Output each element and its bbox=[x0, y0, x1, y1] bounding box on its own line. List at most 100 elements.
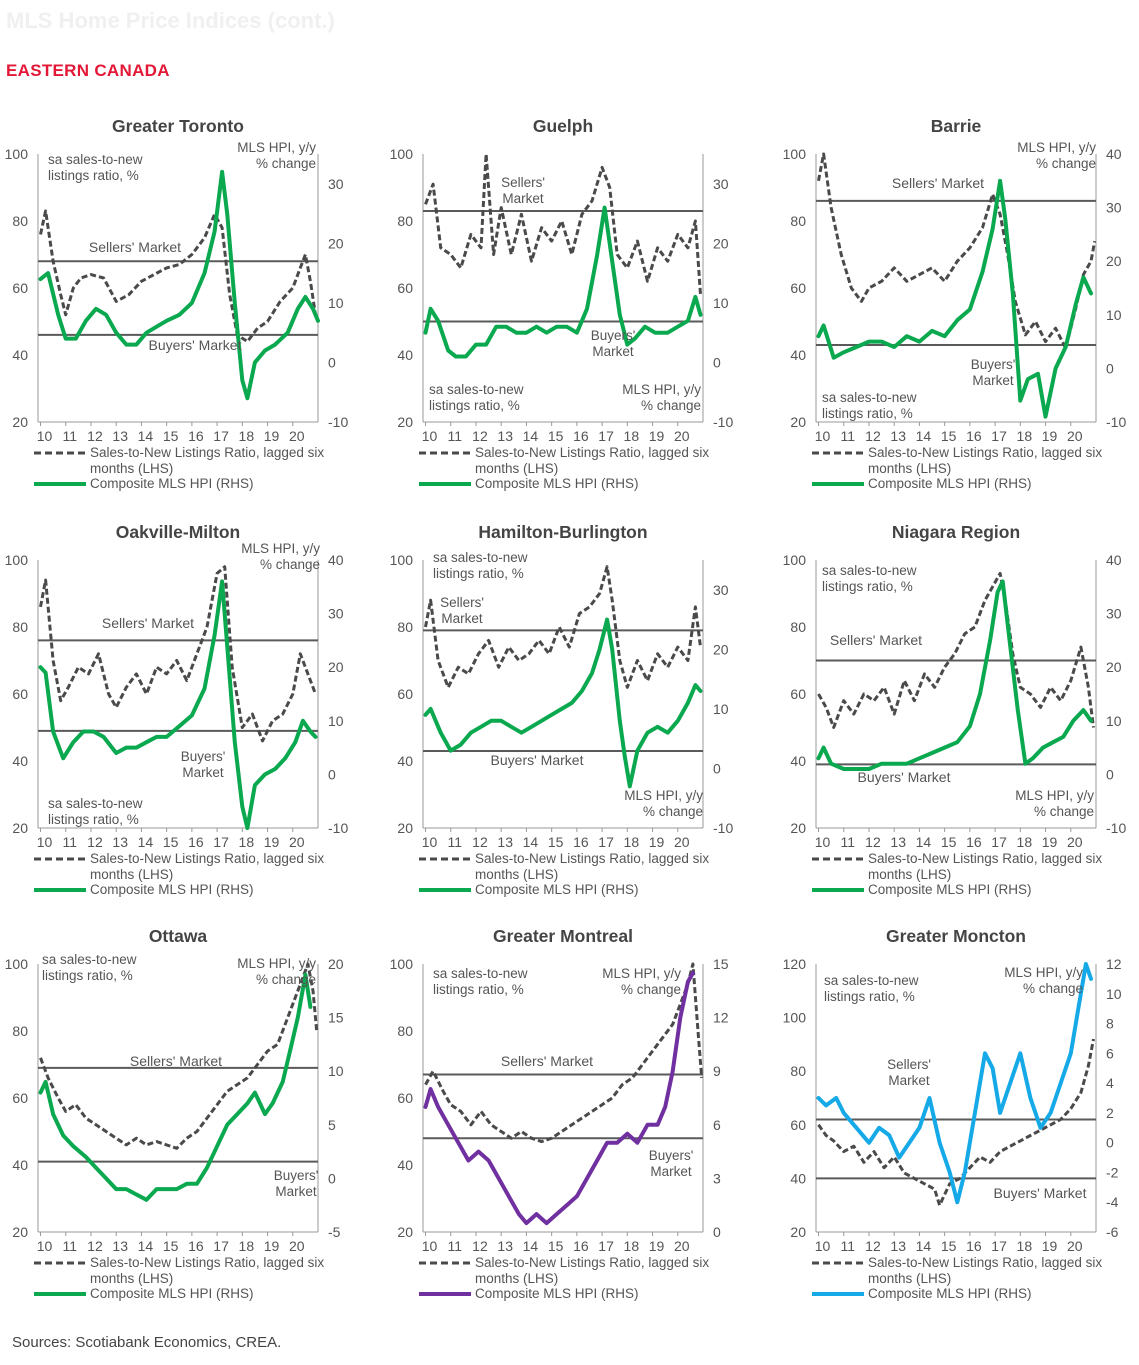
y-right-tick-label: 20 bbox=[328, 235, 344, 251]
y-left-tick-label: 20 bbox=[790, 820, 806, 836]
x-tick-label: 14 bbox=[916, 428, 932, 444]
x-tick-label: 10 bbox=[422, 1238, 438, 1254]
y-left-tick-label: 80 bbox=[397, 213, 413, 229]
chart-barrie: Barrie 20 40 60 80 100 -10 0 10 20 30 40 10 11 12 13 14 1… bbox=[783, 116, 1127, 491]
y-right-tick-label: 0 bbox=[1106, 1135, 1114, 1151]
lhs-axis-label: sa sales-to-new listings ratio, % bbox=[824, 973, 919, 1004]
x-tick-label: 11 bbox=[447, 428, 462, 444]
x-tick-label: 14 bbox=[916, 834, 932, 850]
buyers-market-label: Buyers' Market bbox=[149, 337, 242, 353]
x-tick-label: 10 bbox=[422, 834, 438, 850]
x-tick-label: 13 bbox=[890, 428, 906, 444]
y-left-tick-label: 60 bbox=[397, 1090, 413, 1106]
y-left-tick-label: 20 bbox=[790, 1224, 806, 1240]
x-tick-label: 19 bbox=[649, 834, 665, 850]
legend-label-lhs: Sales-to-New Listings Ratio, lagged six m… bbox=[868, 1255, 1102, 1286]
x-tick-label: 11 bbox=[447, 1238, 462, 1254]
y-right-tick-label: 10 bbox=[713, 295, 729, 311]
y-right-tick-label: -10 bbox=[328, 820, 348, 836]
y-right-tick-label: 10 bbox=[328, 713, 344, 729]
page-header: MLS Home Price Indices (cont.) bbox=[6, 8, 335, 33]
legend-label-lhs: Sales-to-New Listings Ratio, lagged six m… bbox=[868, 851, 1102, 882]
series-line-sales-to-new-listings bbox=[424, 565, 702, 689]
series-line-sales-to-new-listings bbox=[817, 1038, 1095, 1207]
buyers-market-label: Buyers' Market bbox=[274, 1168, 319, 1199]
y-left-tick-label: 20 bbox=[397, 1224, 413, 1240]
y-left-tick-label: 20 bbox=[12, 1224, 28, 1240]
x-tick-label: 19 bbox=[264, 834, 280, 850]
x-tick-label: 17 bbox=[598, 1238, 614, 1254]
y-right-tick-label: 2 bbox=[1106, 1105, 1114, 1121]
y-left-tick-label: 60 bbox=[790, 280, 806, 296]
series-line-sales-to-new-listings bbox=[424, 152, 702, 295]
rhs-axis-label: MLS HPI, y/y% change bbox=[1004, 965, 1083, 996]
y-left-tick-label: 40 bbox=[397, 753, 413, 769]
rhs-axis-label: MLS HPI, y/y% change bbox=[622, 382, 701, 413]
y-left-tick-label: 40 bbox=[790, 1170, 806, 1186]
sellers-market-label: Sellers' Market bbox=[102, 615, 194, 631]
y-left-tick-label: 100 bbox=[390, 552, 414, 568]
x-tick-label: 14 bbox=[138, 428, 154, 444]
y-right-tick-label: 10 bbox=[328, 295, 344, 311]
series-line-composite-hpi bbox=[38, 972, 313, 1202]
rhs-axis-label: MLS HPI, y/y% change bbox=[624, 788, 703, 819]
x-tick-label: 19 bbox=[1042, 428, 1058, 444]
buyers-market-label: Buyers' Market bbox=[994, 1185, 1087, 1201]
lhs-axis-label: sa sales-to-new listings ratio, % bbox=[822, 563, 917, 594]
x-tick-label: 16 bbox=[573, 428, 589, 444]
y-right-tick-label: 5 bbox=[328, 1117, 336, 1133]
rhs-axis-label: MLS HPI, y/y% change bbox=[241, 541, 320, 572]
y-right-tick-label: 0 bbox=[713, 1224, 721, 1240]
y-left-tick-label: 40 bbox=[397, 1157, 413, 1173]
y-right-tick-label: 20 bbox=[713, 641, 729, 657]
x-tick-label: 15 bbox=[163, 834, 179, 850]
x-tick-label: 15 bbox=[941, 428, 957, 444]
legend-label-lhs: Sales-to-New Listings Ratio, lagged six m… bbox=[90, 851, 324, 882]
source-note: Sources: Scotiabank Economics, CREA. bbox=[12, 1334, 282, 1351]
lhs-axis-label: sa sales-to-new listings ratio, % bbox=[433, 550, 528, 581]
buyers-market-label: Buyers' Market bbox=[858, 769, 951, 785]
y-right-tick-label: -10 bbox=[328, 414, 348, 430]
x-tick-label: 14 bbox=[523, 1238, 539, 1254]
y-left-tick-label: 80 bbox=[790, 619, 806, 635]
series-line-composite-hpi bbox=[816, 178, 1093, 419]
x-tick-label: 12 bbox=[865, 1238, 881, 1254]
x-tick-label: 15 bbox=[548, 428, 564, 444]
buyers-market-label: Buyers' Market bbox=[181, 749, 226, 780]
legend-label-lhs: Sales-to-New Listings Ratio, lagged six m… bbox=[475, 1255, 709, 1286]
y-right-tick-label: 10 bbox=[328, 1063, 344, 1079]
y-left-tick-label: 80 bbox=[790, 213, 806, 229]
legend-label-rhs: Composite MLS HPI (RHS) bbox=[868, 476, 1032, 491]
x-tick-label: 17 bbox=[598, 834, 614, 850]
legend-label-rhs: Composite MLS HPI (RHS) bbox=[90, 1286, 254, 1301]
x-tick-label: 13 bbox=[112, 1238, 128, 1254]
y-right-tick-label: 4 bbox=[1106, 1075, 1114, 1091]
lhs-axis-label: sa sales-to-new listings ratio, % bbox=[48, 152, 143, 183]
legend-label-rhs: Composite MLS HPI (RHS) bbox=[475, 476, 639, 491]
x-tick-label: 20 bbox=[1067, 834, 1083, 850]
y-right-tick-label: 20 bbox=[1106, 253, 1122, 269]
y-right-tick-label: 10 bbox=[1106, 307, 1122, 323]
x-tick-label: 20 bbox=[289, 1238, 305, 1254]
x-tick-label: 17 bbox=[991, 834, 1007, 850]
x-tick-label: 17 bbox=[991, 1238, 1007, 1254]
x-tick-label: 10 bbox=[815, 834, 831, 850]
y-right-tick-label: 20 bbox=[1106, 659, 1122, 675]
x-tick-label: 16 bbox=[573, 834, 589, 850]
y-left-tick-label: 40 bbox=[790, 753, 806, 769]
x-tick-label: 16 bbox=[966, 428, 982, 444]
x-tick-label: 18 bbox=[624, 834, 640, 850]
y-left-tick-label: 80 bbox=[12, 213, 28, 229]
series-line-composite-hpi bbox=[38, 579, 318, 830]
y-right-tick-label: 30 bbox=[328, 176, 344, 192]
x-tick-label: 17 bbox=[598, 428, 614, 444]
x-tick-label: 12 bbox=[472, 1238, 488, 1254]
buyers-market-label: Buyers' Market bbox=[971, 357, 1016, 388]
x-tick-label: 19 bbox=[649, 1238, 665, 1254]
sellers-market-label: Sellers' Market bbox=[830, 632, 922, 648]
x-tick-label: 14 bbox=[523, 834, 539, 850]
sellers-market-label: Sellers' Market bbox=[892, 175, 984, 191]
x-tick-label: 12 bbox=[865, 428, 881, 444]
sellers-market-label: Sellers' Market bbox=[501, 175, 545, 206]
y-left-tick-label: 80 bbox=[397, 1023, 413, 1039]
